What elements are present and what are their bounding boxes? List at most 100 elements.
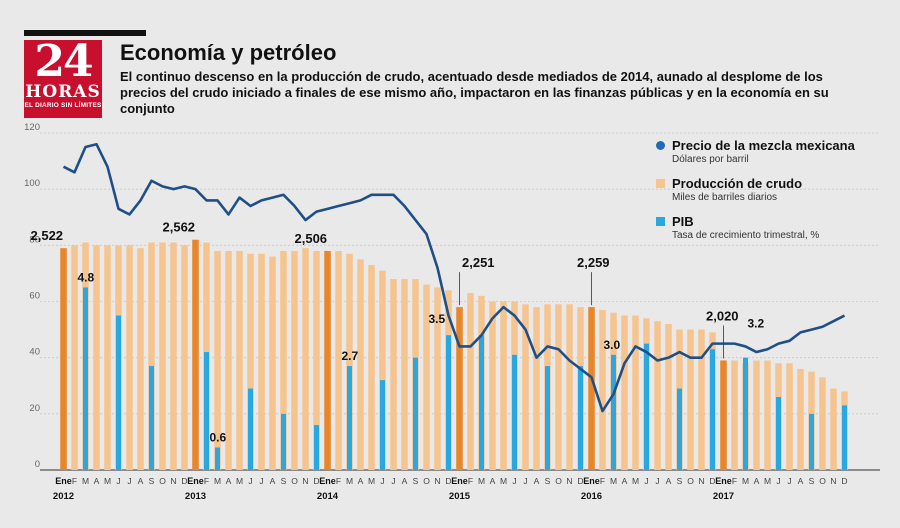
x-tick-label: F (336, 476, 341, 486)
production-bar (214, 250, 221, 470)
production-bar (731, 360, 738, 470)
x-year-label: 2013 (185, 491, 206, 502)
y-tick-label: 20 (29, 403, 40, 414)
gdp-bar (116, 315, 121, 470)
x-tick-label: J (116, 476, 120, 486)
x-tick-label: M (500, 476, 507, 486)
gdp-bar (281, 413, 286, 470)
x-tick-label-jan: Ene (451, 476, 468, 486)
x-tick-label: M (368, 476, 375, 486)
production-bar (456, 307, 463, 470)
x-tick-label-jan: Ene (583, 476, 600, 486)
production-bar (797, 368, 804, 470)
x-tick-label-jan: Ene (55, 476, 72, 486)
legend-item-price: Precio de la mezcla mexicana Dólares por… (656, 138, 896, 166)
x-tick-label: A (226, 476, 232, 486)
x-tick-label: S (413, 476, 419, 486)
gdp-bar (413, 357, 418, 470)
production-bar (555, 304, 562, 470)
production-bar (313, 250, 320, 470)
legend-name: Precio de la mezcla mexicana (672, 138, 855, 153)
y-tick-label: 120 (24, 122, 40, 133)
production-bar (357, 259, 364, 470)
production-annotation: 2,251 (462, 255, 495, 270)
production-bar (533, 307, 540, 470)
production-bar (500, 301, 507, 470)
x-tick-label: O (159, 476, 166, 486)
price-line (62, 142, 846, 413)
legend-name: Producción de crudo (672, 176, 803, 191)
x-tick-label: A (666, 476, 672, 486)
x-tick-label: M (236, 476, 243, 486)
x-tick-label: F (732, 476, 737, 486)
x-tick-label: D (577, 476, 583, 486)
gdp-bar (479, 335, 484, 470)
production-bar (71, 245, 78, 470)
production-bar (280, 250, 287, 470)
x-tick-label-jan: Ene (319, 476, 336, 486)
x-tick-label: J (644, 476, 648, 486)
gdp-bar (446, 335, 451, 470)
x-tick-label: M (764, 476, 771, 486)
x-tick-label: D (313, 476, 319, 486)
production-bar (159, 242, 166, 470)
production-bar (753, 360, 760, 470)
production-annotation: 2,562 (163, 220, 196, 235)
production-annotation: 2,020 (706, 308, 739, 323)
legend-marker-price (656, 141, 665, 150)
production-bar (423, 284, 430, 470)
production-annotation: 2,506 (295, 231, 328, 246)
legend-marker-gdp (656, 217, 665, 226)
x-tick-label: D (709, 476, 715, 486)
gdp-bar (611, 354, 616, 470)
production-bar (522, 304, 529, 470)
x-tick-label: J (248, 476, 252, 486)
production-bar (401, 279, 408, 470)
x-tick-label: M (214, 476, 221, 486)
x-tick-label: S (545, 476, 551, 486)
production-bar (126, 245, 133, 470)
logo-slogan: EL DIARIO SIN LÍMITES (24, 102, 102, 109)
x-year-label: 2014 (317, 491, 339, 502)
brand-logo: 24 HORAS EL DIARIO SIN LÍMITES (24, 40, 102, 118)
x-tick-label: A (94, 476, 100, 486)
x-tick-label: J (523, 476, 527, 486)
legend-unit: Tasa de crecimiento trimestral, % (672, 230, 820, 241)
x-tick-label: J (391, 476, 395, 486)
x-tick-label: N (170, 476, 176, 486)
top-bar (24, 30, 146, 36)
x-tick-label: F (204, 476, 209, 486)
production-bar (434, 287, 441, 470)
x-tick-label: A (402, 476, 408, 486)
x-tick-label: A (622, 476, 628, 486)
x-tick-label: A (358, 476, 364, 486)
production-bar (93, 245, 100, 470)
x-tick-label: D (841, 476, 847, 486)
x-year-label: 2015 (449, 491, 471, 502)
legend: Precio de la mezcla mexicana Dólares por… (656, 138, 896, 252)
x-tick-label: O (423, 476, 430, 486)
x-tick-label: J (380, 476, 384, 486)
production-annotation: 2,259 (577, 255, 610, 270)
x-tick-label: M (346, 476, 353, 486)
gdp-bar (842, 405, 847, 470)
gdp-bar (248, 388, 253, 470)
gdp-bar (347, 366, 352, 470)
x-tick-label: N (698, 476, 704, 486)
gdp-annotation: 2.7 (342, 349, 359, 363)
chart-title: Economía y petróleo (120, 40, 337, 65)
gdp-bar (710, 349, 715, 470)
x-tick-label: M (632, 476, 639, 486)
gdp-annotation: 3.2 (748, 317, 765, 331)
gdp-annotation: 0.6 (210, 431, 227, 445)
gdp-bar (776, 396, 781, 470)
x-tick-label: N (566, 476, 572, 486)
y-tick-label: 100 (24, 178, 40, 189)
gdp-bar (545, 366, 550, 470)
production-bar (291, 250, 298, 470)
x-tick-label: M (478, 476, 485, 486)
production-bar (148, 242, 155, 470)
legend-marker-production (656, 179, 665, 188)
production-bar (324, 250, 331, 470)
gdp-bar (809, 413, 814, 470)
